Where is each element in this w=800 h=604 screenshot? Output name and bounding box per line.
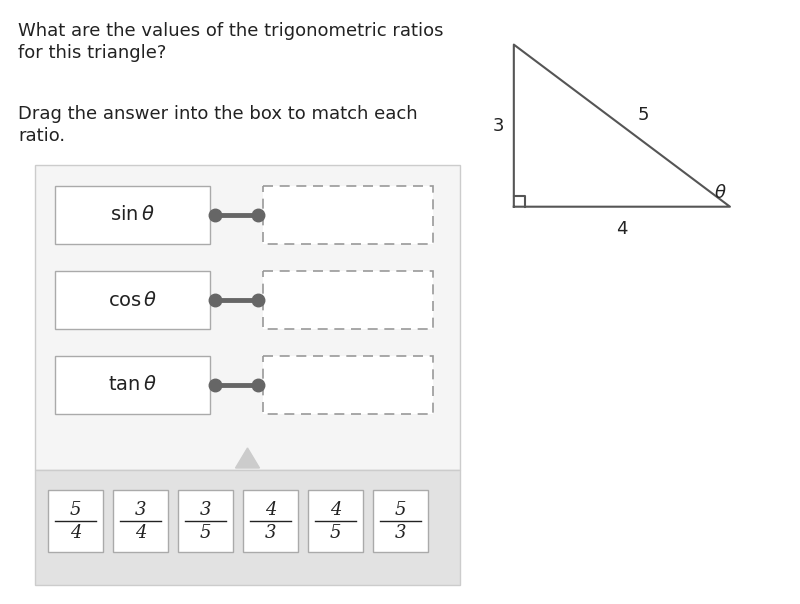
FancyBboxPatch shape bbox=[48, 490, 103, 552]
FancyBboxPatch shape bbox=[263, 356, 433, 414]
FancyBboxPatch shape bbox=[308, 490, 363, 552]
FancyBboxPatch shape bbox=[263, 186, 433, 244]
FancyBboxPatch shape bbox=[35, 470, 460, 585]
Text: 3: 3 bbox=[200, 501, 211, 519]
Text: ratio.: ratio. bbox=[18, 127, 65, 145]
Text: $\tan\theta$: $\tan\theta$ bbox=[108, 376, 157, 394]
Text: 5: 5 bbox=[394, 501, 406, 519]
Text: 3: 3 bbox=[493, 117, 505, 135]
Text: 5: 5 bbox=[70, 501, 82, 519]
FancyBboxPatch shape bbox=[35, 165, 460, 470]
Text: 5: 5 bbox=[330, 524, 342, 542]
Text: 5: 5 bbox=[200, 524, 211, 542]
Text: $\sin\theta$: $\sin\theta$ bbox=[110, 205, 155, 225]
Text: 4: 4 bbox=[134, 524, 146, 542]
FancyBboxPatch shape bbox=[113, 490, 168, 552]
Text: Drag the answer into the box to match each: Drag the answer into the box to match ea… bbox=[18, 105, 418, 123]
FancyBboxPatch shape bbox=[178, 490, 233, 552]
Text: $\cos\theta$: $\cos\theta$ bbox=[108, 291, 158, 309]
Text: 3: 3 bbox=[394, 524, 406, 542]
Text: 4: 4 bbox=[70, 524, 82, 542]
Text: 3: 3 bbox=[265, 524, 276, 542]
Text: 3: 3 bbox=[134, 501, 146, 519]
Text: 5: 5 bbox=[638, 106, 650, 124]
FancyBboxPatch shape bbox=[373, 490, 428, 552]
FancyBboxPatch shape bbox=[55, 271, 210, 329]
Text: 4: 4 bbox=[616, 220, 628, 239]
Text: 4: 4 bbox=[330, 501, 342, 519]
Text: $\theta$: $\theta$ bbox=[714, 184, 726, 202]
FancyBboxPatch shape bbox=[55, 356, 210, 414]
FancyBboxPatch shape bbox=[243, 490, 298, 552]
Text: 4: 4 bbox=[265, 501, 276, 519]
FancyBboxPatch shape bbox=[55, 186, 210, 244]
FancyBboxPatch shape bbox=[263, 271, 433, 329]
Text: for this triangle?: for this triangle? bbox=[18, 44, 166, 62]
Polygon shape bbox=[235, 448, 259, 468]
Text: What are the values of the trigonometric ratios: What are the values of the trigonometric… bbox=[18, 22, 443, 40]
